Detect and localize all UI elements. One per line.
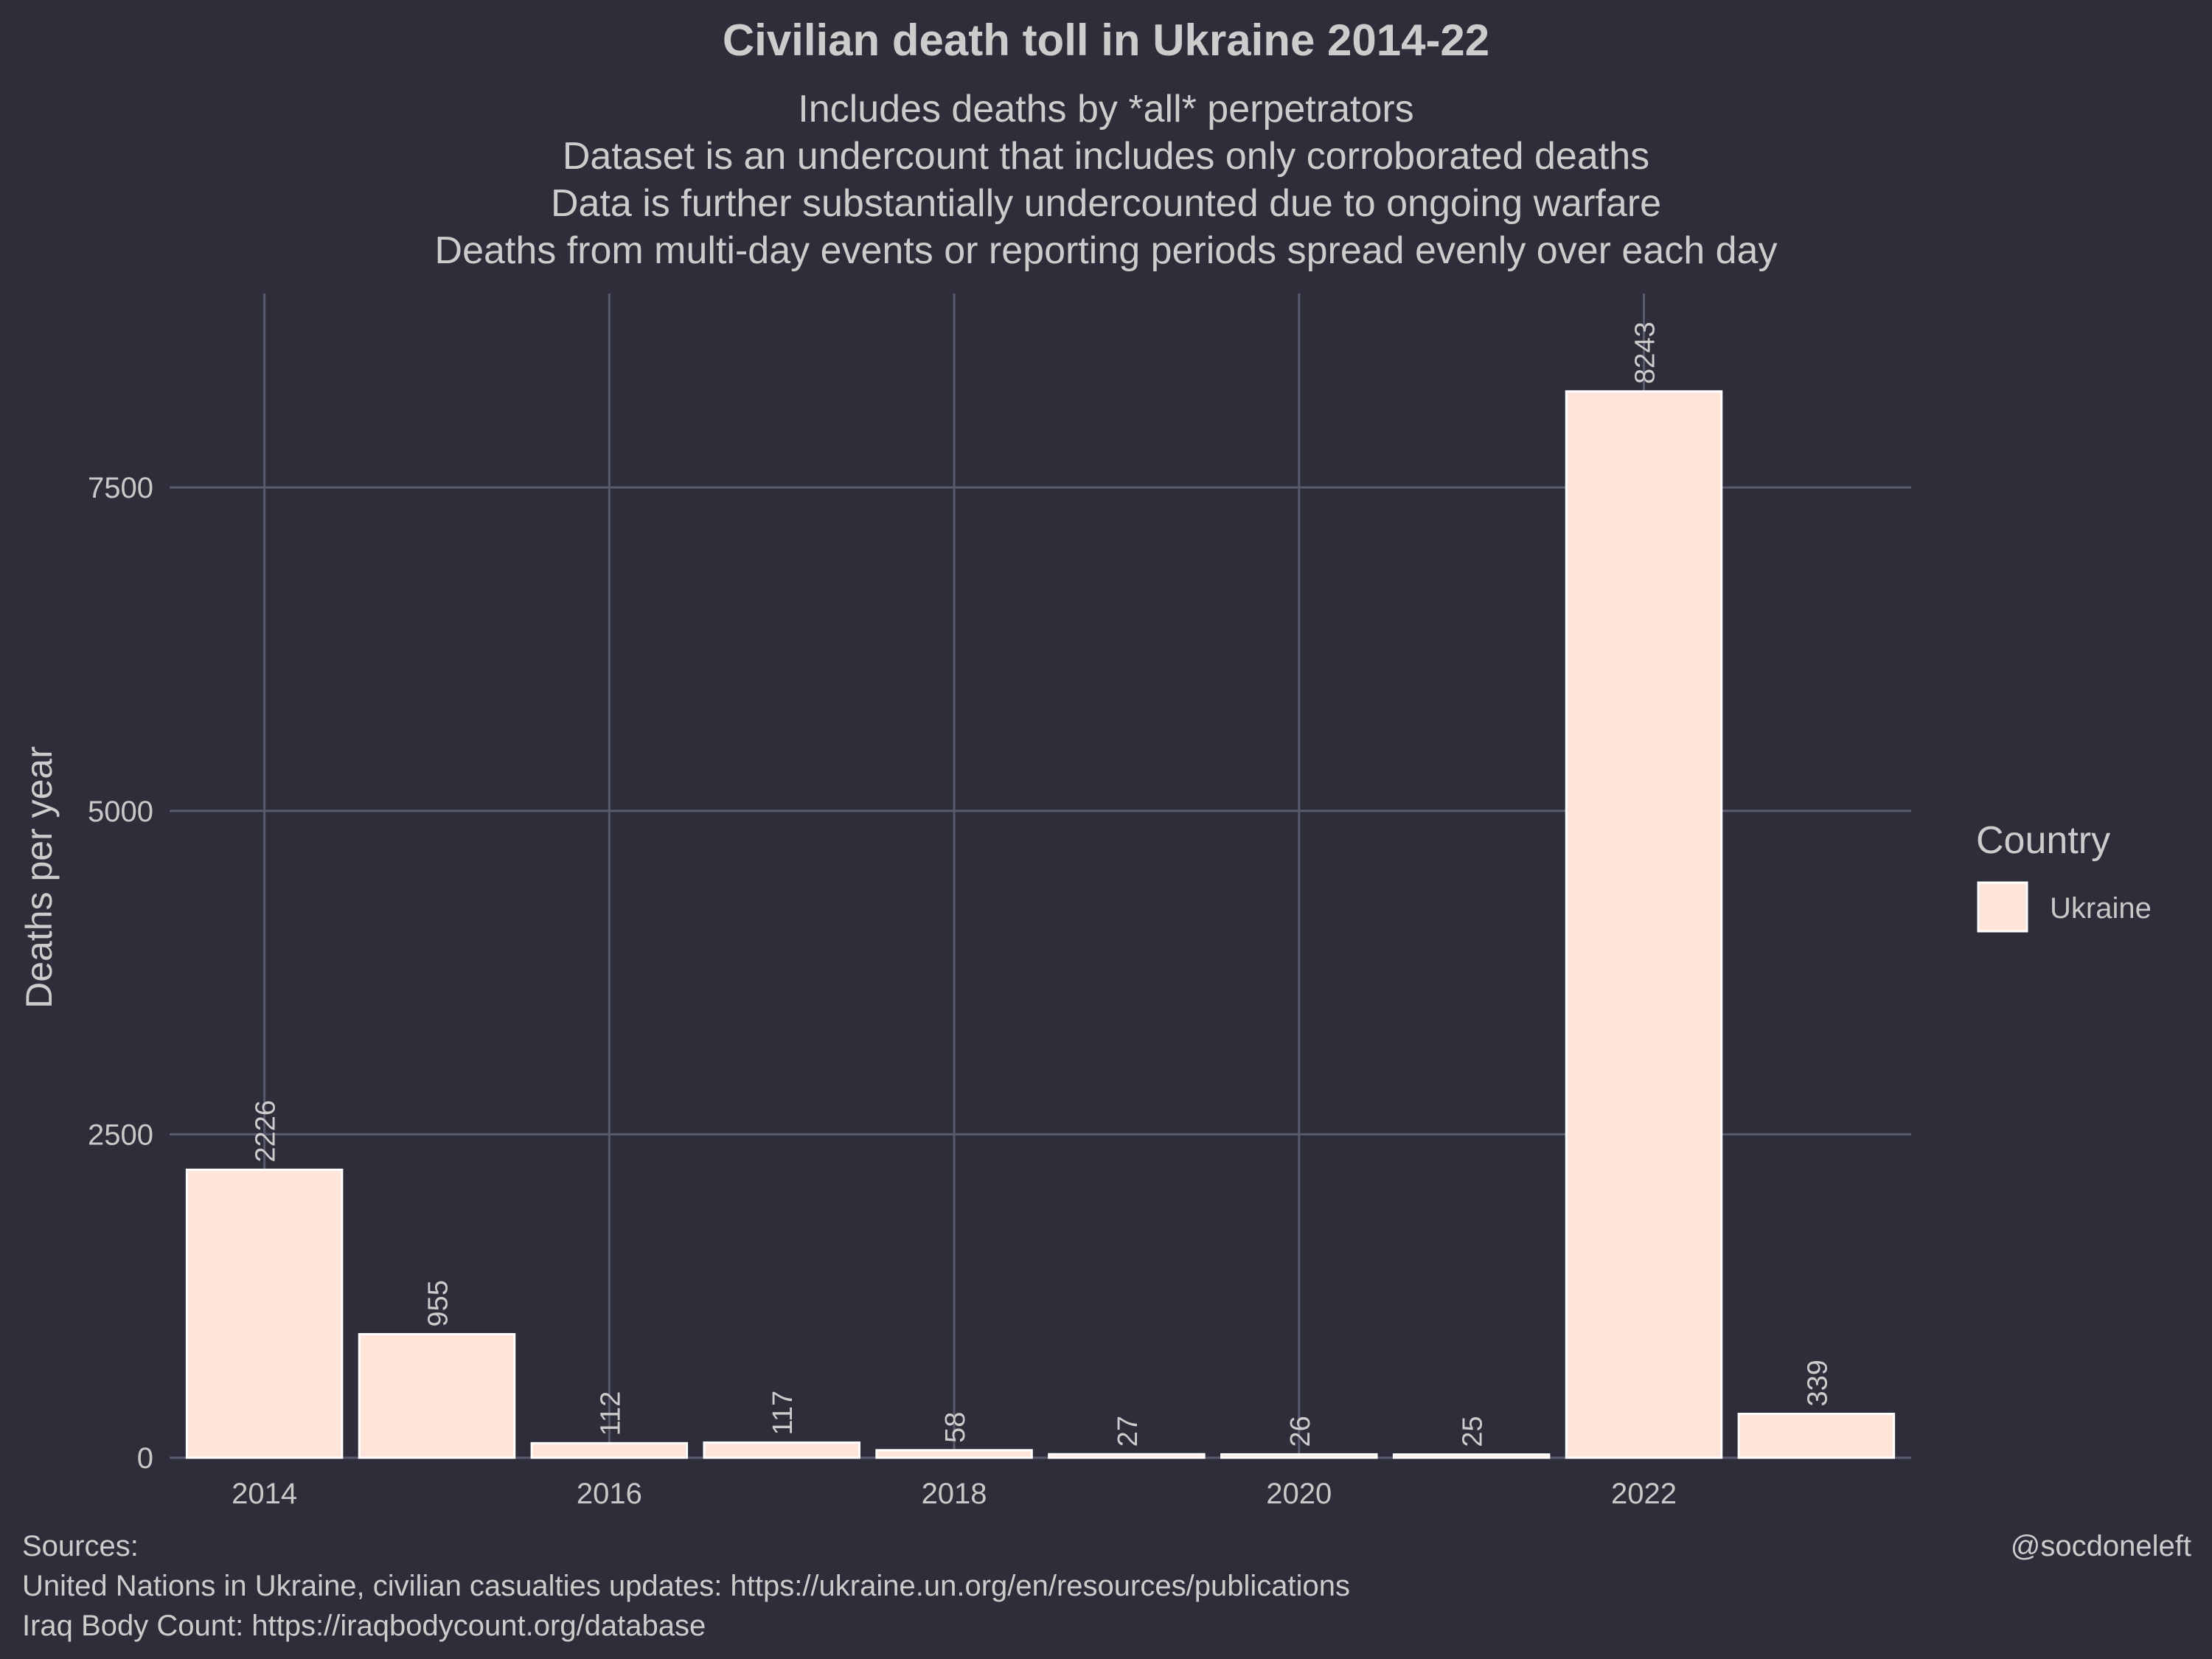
bar-2019 <box>1048 1453 1206 1459</box>
subtitle-line-3: Data is further substantially undercount… <box>551 182 1661 225</box>
chart-title: Civilian death toll in Ukraine 2014-22 <box>723 15 1489 65</box>
x-axis-ticks: 2014 2016 2018 2020 2022 <box>232 1478 1677 1510</box>
bar-2020 <box>1220 1453 1378 1459</box>
x-tick-2014: 2014 <box>232 1478 297 1510</box>
x-tick-2022: 2022 <box>1611 1478 1677 1510</box>
author-handle: @socdoneleft <box>2011 1530 2191 1562</box>
sources-line-2: United Nations in Ukraine, civilian casu… <box>22 1570 1350 1602</box>
legend-swatch-ukraine <box>1977 881 2028 933</box>
y-tick-5000: 5000 <box>88 796 153 828</box>
bars <box>185 390 1896 1459</box>
data-label-2022: 8243 <box>1630 321 1661 384</box>
bar-2015 <box>358 1332 516 1459</box>
data-label-2019: 27 <box>1113 1416 1144 1447</box>
bar-2023 <box>1737 1413 1896 1459</box>
bar-2016 <box>530 1441 689 1459</box>
data-label-2020: 26 <box>1285 1416 1316 1447</box>
data-label-2014: 2226 <box>251 1100 282 1163</box>
bar-2018 <box>875 1449 1033 1459</box>
data-label-2015: 955 <box>422 1280 453 1326</box>
data-label-2016: 112 <box>595 1391 626 1436</box>
legend-title: Country <box>1976 819 2110 862</box>
data-label-2018: 58 <box>940 1412 971 1443</box>
subtitle-line-1: Includes deaths by *all* perpetrators <box>798 88 1413 131</box>
x-tick-2020: 2020 <box>1266 1478 1332 1510</box>
legend: Country Ukraine <box>1976 819 2152 933</box>
subtitle-line-2: Dataset is an undercount that includes o… <box>563 135 1649 178</box>
y-tick-2500: 2500 <box>88 1119 153 1151</box>
sources-line-1: Sources: <box>22 1530 139 1562</box>
data-labels: 2226 955 112 117 58 27 26 25 8243 339 <box>251 321 1834 1447</box>
data-label-2021: 25 <box>1458 1416 1489 1447</box>
x-tick-2016: 2016 <box>577 1478 642 1510</box>
data-label-2023: 339 <box>1802 1360 1833 1406</box>
y-tick-7500: 7500 <box>88 472 153 504</box>
bar-2014 <box>185 1168 344 1459</box>
chart-subtitle: Includes deaths by *all* perpetratorsDat… <box>435 88 1778 272</box>
bar-2022 <box>1565 390 1723 1459</box>
legend-label-ukraine: Ukraine <box>2050 892 2152 925</box>
data-label-2017: 117 <box>768 1391 799 1436</box>
y-tick-0: 0 <box>137 1442 153 1475</box>
bar-2017 <box>703 1441 860 1459</box>
y-axis-label: Deaths per year <box>18 746 60 1009</box>
sources-caption: Sources: United Nations in Ukraine, civil… <box>22 1530 1350 1642</box>
y-axis-ticks: 0 2500 5000 7500 <box>88 472 153 1475</box>
x-tick-2018: 2018 <box>922 1478 987 1510</box>
bar-2021 <box>1392 1453 1551 1459</box>
subtitle-line-4: Deaths from multi-day events or reportin… <box>435 229 1778 272</box>
sources-line-3: Iraq Body Count: https://iraqbodycount.o… <box>22 1610 706 1642</box>
